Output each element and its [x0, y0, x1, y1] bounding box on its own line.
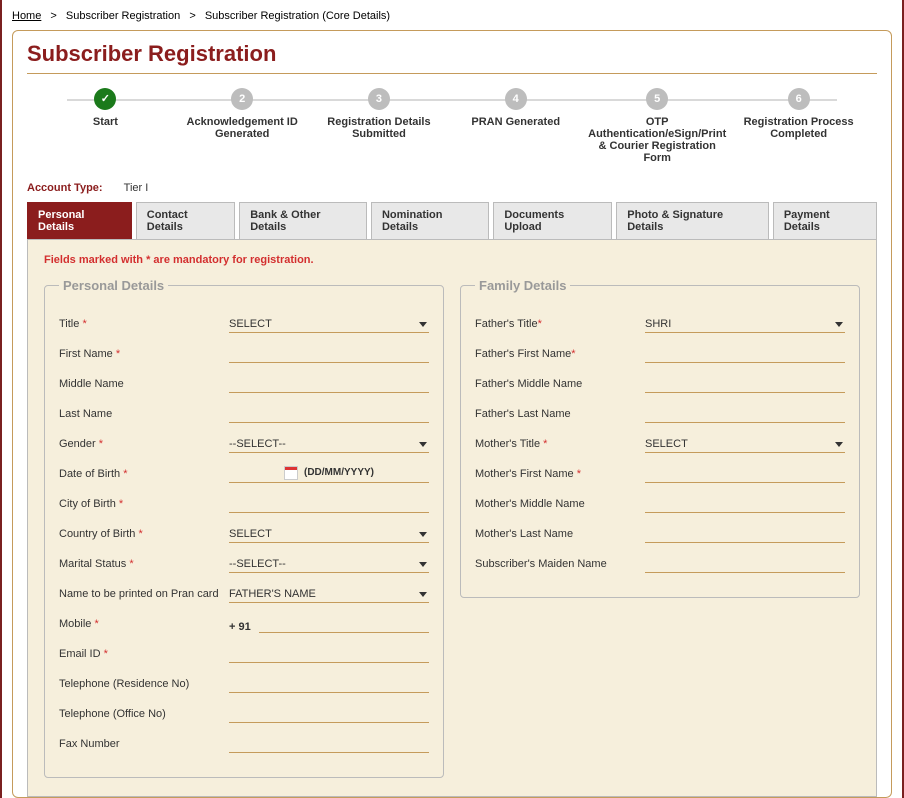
tab-body: Fields marked with * are mandatory for r… — [27, 239, 877, 797]
father-title-select[interactable]: SHRI — [645, 316, 845, 333]
step-circle: 6 — [788, 88, 810, 110]
mandatory-note: Fields marked with * are mandatory for r… — [44, 254, 860, 266]
tab-payment-details[interactable]: Payment Details — [773, 202, 877, 239]
page-title: Subscriber Registration — [27, 41, 877, 67]
personal-details-box: Personal Details Title * SELECT First Na… — [44, 278, 444, 778]
main-panel: Subscriber Registration ✓ Start 2 Acknowled… — [12, 30, 892, 798]
title-select[interactable]: SELECT — [229, 316, 429, 333]
account-type: Account Type: Tier I — [27, 178, 877, 202]
breadcrumb-l2: Subscriber Registration (Core Details) — [205, 10, 390, 22]
tab-nomination-details[interactable]: Nomination Details — [371, 202, 489, 239]
breadcrumb: Home > Subscriber Registration > Subscri… — [12, 8, 892, 30]
personal-legend: Personal Details — [59, 278, 168, 293]
step-label: PRAN Generated — [451, 116, 580, 128]
country-of-birth-select[interactable]: SELECT — [229, 526, 429, 543]
mother-last-name-input[interactable] — [645, 526, 845, 543]
step: ✓ Start — [37, 88, 174, 128]
breadcrumb-home[interactable]: Home — [12, 10, 41, 22]
progress-steps: ✓ Start 2 Acknowledgement ID Generated 3 Regi… — [37, 88, 867, 164]
step-label: Acknowledgement ID Generated — [178, 116, 307, 140]
step: 2 Acknowledgement ID Generated — [174, 88, 311, 140]
tel-residence-input[interactable] — [229, 676, 429, 693]
step: 6 Registration Process Completed — [730, 88, 867, 140]
family-legend: Family Details — [475, 278, 570, 293]
step-circle: ✓ — [94, 88, 116, 110]
account-type-label: Account Type: — [27, 182, 103, 194]
email-input[interactable] — [229, 646, 429, 663]
fax-input[interactable] — [229, 736, 429, 753]
mother-middle-name-input[interactable] — [645, 496, 845, 513]
city-of-birth-input[interactable] — [229, 496, 429, 513]
step: 5 OTP Authentication/eSign/Print & Courie… — [584, 88, 730, 164]
last-name-input[interactable] — [229, 406, 429, 423]
step: 4 PRAN Generated — [447, 88, 584, 128]
first-name-input[interactable] — [229, 346, 429, 363]
tabs: Personal DetailsContact DetailsBank & Ot… — [27, 202, 877, 239]
step-label: Registration Process Completed — [734, 116, 863, 140]
breadcrumb-l1[interactable]: Subscriber Registration — [66, 10, 180, 22]
step-circle: 2 — [231, 88, 253, 110]
mobile-prefix: + 91 — [229, 621, 251, 633]
father-last-name-input[interactable] — [645, 406, 845, 423]
mobile-input[interactable] — [259, 616, 429, 633]
tab-documents-upload[interactable]: Documents Upload — [493, 202, 612, 239]
step-label: OTP Authentication/eSign/Print & Courier… — [588, 116, 726, 164]
tel-office-input[interactable] — [229, 706, 429, 723]
tab-contact-details[interactable]: Contact Details — [136, 202, 235, 239]
step-label: Registration Details Submitted — [315, 116, 444, 140]
tab-bank-other-details[interactable]: Bank & Other Details — [239, 202, 367, 239]
mother-first-name-input[interactable] — [645, 466, 845, 483]
pran-name-select[interactable]: FATHER'S NAME — [229, 586, 429, 603]
calendar-icon[interactable] — [284, 466, 298, 480]
father-first-name-input[interactable] — [645, 346, 845, 363]
account-type-value: Tier I — [124, 182, 149, 194]
step-circle: 5 — [646, 88, 668, 110]
maiden-name-input[interactable] — [645, 556, 845, 573]
dob-input[interactable]: (DD/MM/YYYY) — [229, 466, 429, 483]
step-circle: 3 — [368, 88, 390, 110]
family-details-box: Family Details Father's Title* SHRI Fath… — [460, 278, 860, 598]
step-circle: 4 — [505, 88, 527, 110]
marital-status-select[interactable]: --SELECT-- — [229, 556, 429, 573]
step-label: Start — [41, 116, 170, 128]
tab-photo-signature-details[interactable]: Photo & Signature Details — [616, 202, 769, 239]
father-middle-name-input[interactable] — [645, 376, 845, 393]
middle-name-input[interactable] — [229, 376, 429, 393]
tab-personal-details[interactable]: Personal Details — [27, 202, 132, 239]
mother-title-select[interactable]: SELECT — [645, 436, 845, 453]
step: 3 Registration Details Submitted — [311, 88, 448, 140]
gender-select[interactable]: --SELECT-- — [229, 436, 429, 453]
